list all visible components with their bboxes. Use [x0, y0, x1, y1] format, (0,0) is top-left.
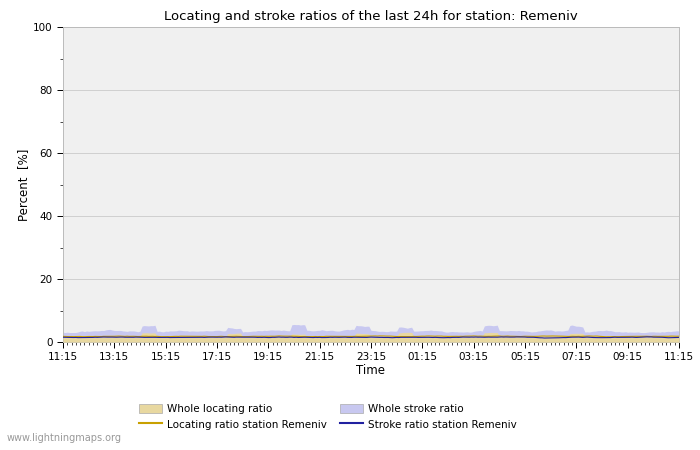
Title: Locating and stroke ratios of the last 24h for station: Remeniv: Locating and stroke ratios of the last 2… [164, 10, 578, 23]
Text: www.lightningmaps.org: www.lightningmaps.org [7, 433, 122, 443]
X-axis label: Time: Time [356, 364, 386, 378]
Y-axis label: Percent  [%]: Percent [%] [18, 148, 30, 220]
Legend: Whole locating ratio, Locating ratio station Remeniv, Whole stroke ratio, Stroke: Whole locating ratio, Locating ratio sta… [139, 404, 517, 430]
